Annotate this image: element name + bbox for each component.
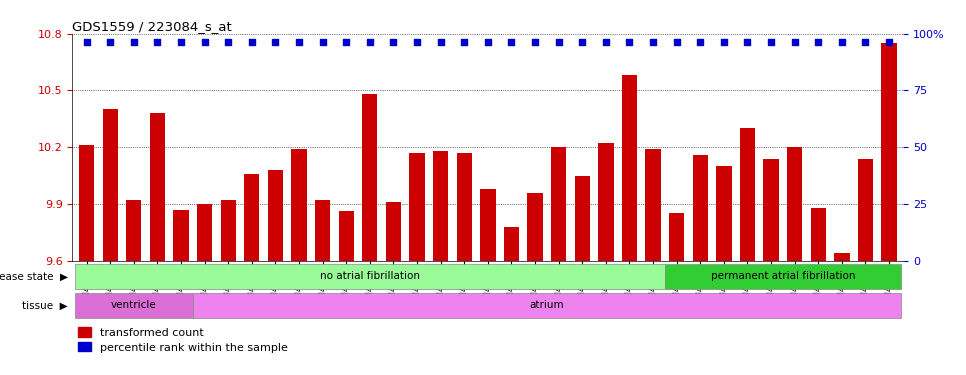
Bar (338, 211, 354, 261)
Point (127, 39, 142, 45)
Point (763, 39, 779, 45)
Point (622, 39, 638, 45)
Bar (858, 159, 873, 261)
Point (362, 39, 378, 45)
Bar (315, 200, 330, 261)
Bar (480, 189, 496, 261)
FancyBboxPatch shape (193, 293, 901, 318)
Point (740, 39, 755, 45)
Bar (810, 208, 826, 261)
Bar (575, 176, 590, 261)
Text: tissue  ▶: tissue ▶ (22, 301, 68, 311)
Text: permanent atrial fibrillation: permanent atrial fibrillation (711, 271, 855, 281)
FancyBboxPatch shape (74, 264, 665, 289)
Point (338, 39, 354, 45)
Point (598, 39, 613, 45)
Bar (457, 153, 472, 261)
Point (197, 39, 213, 45)
Bar (669, 213, 684, 261)
Point (315, 39, 330, 45)
Text: disease state  ▶: disease state ▶ (0, 272, 68, 282)
Legend: transformed count, percentile rank within the sample: transformed count, percentile rank withi… (78, 327, 288, 352)
Point (645, 39, 661, 45)
Point (102, 39, 118, 45)
Point (220, 39, 236, 45)
Bar (362, 94, 378, 261)
Point (527, 39, 543, 45)
Point (834, 39, 849, 45)
Point (575, 39, 590, 45)
Bar (598, 143, 613, 261)
Point (244, 39, 260, 45)
Bar (645, 149, 661, 261)
Text: atrium: atrium (529, 300, 564, 310)
Text: GDS1559 / 223084_s_at: GDS1559 / 223084_s_at (72, 20, 232, 33)
Bar (197, 204, 213, 261)
Point (150, 39, 165, 45)
Bar (244, 174, 260, 261)
FancyBboxPatch shape (665, 264, 901, 289)
Point (503, 39, 519, 45)
Bar (740, 128, 755, 261)
Bar (127, 200, 141, 261)
Point (810, 39, 826, 45)
Bar (292, 149, 306, 261)
Point (551, 39, 566, 45)
Bar (551, 147, 566, 261)
Text: ventricle: ventricle (111, 300, 156, 310)
Point (173, 39, 188, 45)
Point (292, 39, 307, 45)
Bar (268, 170, 283, 261)
Bar (79, 145, 95, 261)
FancyBboxPatch shape (74, 293, 193, 318)
Point (693, 39, 708, 45)
Point (385, 39, 401, 45)
Bar (102, 110, 118, 261)
Point (480, 39, 496, 45)
Point (716, 39, 731, 45)
Bar (433, 151, 448, 261)
Bar (716, 166, 731, 261)
Bar (385, 202, 401, 261)
Point (787, 39, 803, 45)
Point (881, 39, 896, 45)
Bar (150, 113, 165, 261)
Point (79, 39, 95, 45)
Point (410, 39, 425, 45)
Bar (410, 153, 425, 261)
Point (668, 39, 684, 45)
Bar (622, 75, 638, 261)
Bar (787, 147, 803, 261)
Bar (72, 34, 903, 261)
Bar (881, 43, 896, 261)
Bar (693, 155, 708, 261)
Bar (835, 253, 849, 261)
Bar (173, 210, 188, 261)
Bar (763, 159, 779, 261)
Text: no atrial fibrillation: no atrial fibrillation (320, 271, 420, 281)
Point (858, 39, 873, 45)
Point (268, 39, 283, 45)
Point (433, 39, 448, 45)
Bar (503, 226, 519, 261)
Bar (527, 193, 543, 261)
Point (457, 39, 472, 45)
Bar (220, 200, 236, 261)
